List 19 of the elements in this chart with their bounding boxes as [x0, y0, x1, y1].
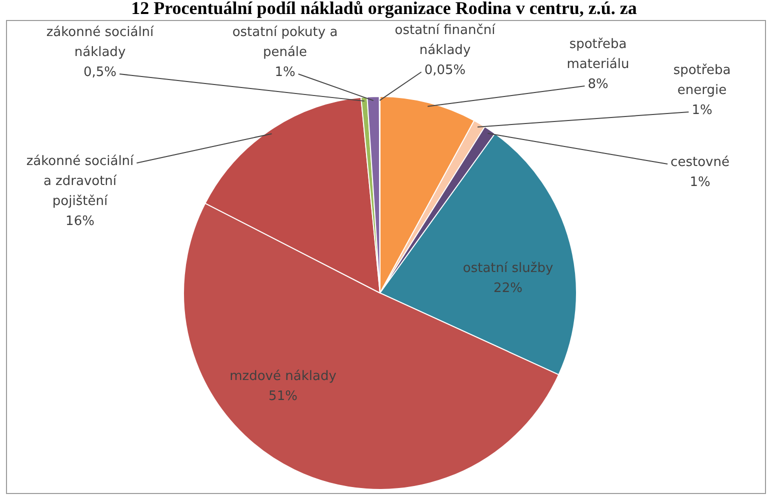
slice-label: ostatní finanční náklady — [394, 22, 496, 58]
slice-label: zákonné sociální a zdravotní pojištění — [26, 154, 134, 209]
data-label: 22% — [494, 280, 522, 296]
data-label: 1% — [690, 174, 710, 190]
data-label: 8% — [588, 76, 608, 92]
slice-label: cestovné — [670, 154, 730, 170]
chart-title: 12 Procentuální podíl nákladů organizace Rodina v centru, z.ú. za — [130, 0, 638, 19]
slice-label: ostatní pokuty a penále — [232, 24, 338, 60]
slice-label: zákonné sociální náklady — [46, 24, 154, 60]
slice-label: spotřeba energie — [673, 62, 731, 98]
data-label: 1% — [274, 64, 296, 80]
data-label: 51% — [268, 388, 298, 404]
slice-label: mzdové náklady — [230, 368, 337, 384]
data-label: 0,05% — [424, 62, 466, 78]
slice-label: ostatní služby — [462, 260, 554, 276]
slice-label: spotřeba materiálu — [566, 36, 630, 72]
data-label: 0,5% — [83, 64, 117, 80]
data-label: 16% — [66, 214, 94, 229]
data-label: 1% — [692, 102, 712, 118]
